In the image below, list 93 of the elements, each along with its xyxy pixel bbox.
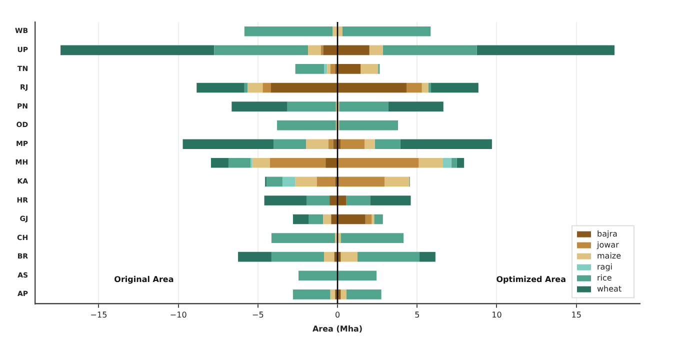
bar <box>244 82 248 93</box>
x-tick-label: 15 <box>571 310 582 320</box>
bar <box>327 64 330 74</box>
legend-label: bajra <box>597 229 618 238</box>
bar <box>252 158 270 168</box>
bar <box>306 139 328 150</box>
bar <box>324 64 328 74</box>
bar <box>430 82 478 93</box>
bar <box>182 139 274 150</box>
bar <box>422 82 428 93</box>
bar <box>340 290 346 300</box>
legend-label: maize <box>597 251 622 260</box>
bar <box>442 158 452 168</box>
bar <box>238 252 272 262</box>
bar <box>228 158 251 168</box>
bar <box>400 139 492 150</box>
bar <box>277 120 336 130</box>
bar <box>271 233 336 243</box>
bar <box>292 290 330 300</box>
bar <box>271 252 324 262</box>
bar <box>210 158 228 168</box>
bar <box>60 45 214 56</box>
legend-label: wheat <box>597 284 622 294</box>
bar <box>357 252 420 262</box>
bar <box>382 45 477 56</box>
bar <box>323 214 332 224</box>
bar <box>306 196 330 206</box>
bar <box>308 214 324 224</box>
bar <box>295 64 324 74</box>
bar <box>364 139 375 150</box>
bar <box>384 176 410 187</box>
bar <box>270 158 326 168</box>
bar <box>232 102 288 112</box>
bar <box>338 64 361 74</box>
annotation: Optimized Area <box>496 274 566 284</box>
bar <box>346 290 382 300</box>
bar <box>338 252 341 262</box>
bar <box>287 102 336 112</box>
x-tick-label: 10 <box>492 310 502 320</box>
bar <box>244 26 333 36</box>
bar <box>248 82 263 93</box>
bar <box>316 176 336 187</box>
bar <box>214 45 308 56</box>
bar <box>339 120 398 130</box>
bar <box>338 233 341 243</box>
bar <box>476 45 615 56</box>
bar <box>451 158 457 168</box>
bar <box>274 139 306 150</box>
bar <box>264 196 306 206</box>
x-tick-label: −10 <box>170 310 187 320</box>
annotation: Original Area <box>114 274 174 284</box>
bar <box>196 82 244 93</box>
x-tick-label: −15 <box>90 310 108 320</box>
bar <box>338 158 419 168</box>
bar <box>330 64 336 74</box>
bar <box>456 158 464 168</box>
legend-label: rice <box>597 273 612 282</box>
bar <box>328 139 334 150</box>
bar <box>262 82 271 93</box>
bar <box>308 45 321 56</box>
bar <box>342 26 431 36</box>
bar <box>339 176 384 187</box>
bar <box>370 196 411 206</box>
bar <box>330 290 336 300</box>
legend-label: ragi <box>597 262 612 272</box>
bar <box>266 176 283 187</box>
bar <box>295 176 317 187</box>
bar <box>340 139 365 150</box>
bar <box>346 196 370 206</box>
legend-label: jowar <box>596 240 620 250</box>
bar <box>282 176 296 187</box>
x-tick-label: −5 <box>252 310 264 320</box>
x-tick-label: 0 <box>334 310 340 320</box>
bar <box>418 158 443 168</box>
bar <box>374 139 400 150</box>
bar <box>388 102 444 112</box>
bar <box>292 214 309 224</box>
x-tick-label: 5 <box>414 310 420 320</box>
bar <box>340 252 358 262</box>
bar <box>334 252 338 262</box>
bar <box>326 158 338 168</box>
bar <box>339 102 388 112</box>
bar <box>374 214 383 224</box>
bar <box>406 82 422 93</box>
bar <box>365 214 372 224</box>
x-axis-title: Area (Mha) <box>312 324 363 334</box>
bar <box>420 252 436 262</box>
bar <box>340 233 404 243</box>
bar <box>360 64 378 74</box>
bar <box>369 45 383 56</box>
bar <box>324 252 334 262</box>
bar <box>333 139 338 150</box>
bar <box>338 290 341 300</box>
